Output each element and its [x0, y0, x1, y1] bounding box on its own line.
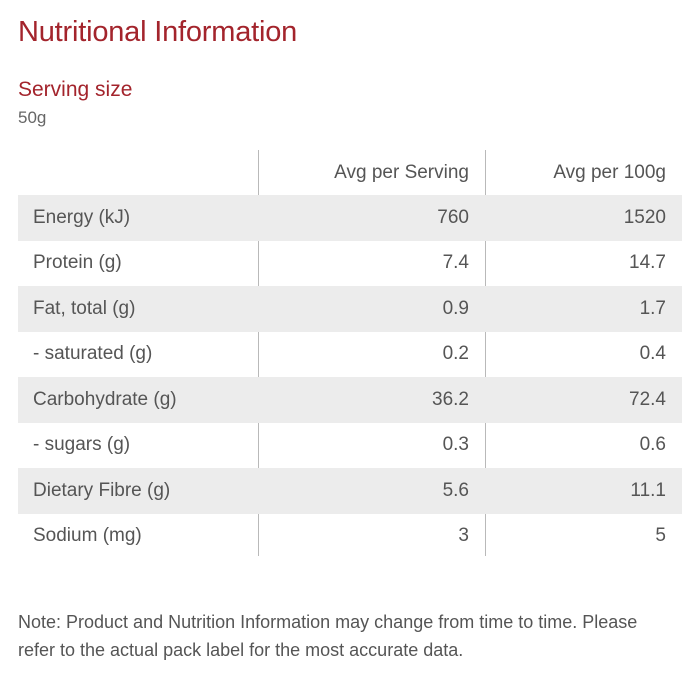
- serving-size-label: Serving size: [18, 78, 133, 101]
- nutrient-name: Fat, total (g): [33, 297, 136, 319]
- per-100g-value: 1520: [623, 206, 666, 228]
- nutrient-name: - sugars (g): [33, 434, 131, 456]
- table-row: Energy (kJ) 760 1520: [18, 195, 682, 241]
- table-row: Protein (g) 7.4 14.7: [18, 241, 682, 287]
- column-divider: [258, 150, 259, 556]
- per-100g-value: 5: [655, 525, 666, 547]
- page-title: Nutritional Information: [18, 16, 298, 48]
- per-serving-value: 0.3: [442, 434, 469, 456]
- per-serving-value: 760: [437, 206, 469, 228]
- table-header-row: Avg per Serving Avg per 100g: [18, 150, 682, 195]
- table-row: Fat, total (g) 0.9 1.7: [18, 286, 682, 332]
- serving-size-value: 50g: [18, 108, 47, 127]
- per-serving-value: 36.2: [432, 388, 469, 410]
- nutrient-name: Dietary Fibre (g): [33, 479, 171, 501]
- per-100g-value: 14.7: [629, 252, 666, 274]
- per-100g-value: 0.6: [639, 434, 666, 456]
- header-per-100g: Avg per 100g: [553, 161, 666, 183]
- column-divider: [485, 150, 486, 556]
- per-serving-value: 0.9: [442, 297, 469, 319]
- table-row: - saturated (g) 0.2 0.4: [18, 332, 682, 378]
- per-100g-value: 1.7: [639, 297, 666, 319]
- table-row: Dietary Fibre (g) 5.6 11.1: [18, 468, 682, 514]
- per-serving-value: 7.4: [442, 252, 469, 274]
- per-100g-value: 0.4: [639, 343, 666, 365]
- per-serving-value: 5.6: [442, 479, 469, 501]
- per-serving-value: 0.2: [442, 343, 469, 365]
- per-100g-value: 11.1: [630, 479, 666, 501]
- nutrient-name: Energy (kJ): [33, 206, 131, 228]
- table-row: Carbohydrate (g) 36.2 72.4: [18, 377, 682, 423]
- nutrient-name: Carbohydrate (g): [33, 388, 177, 410]
- table-row: Sodium (mg) 3 5: [18, 514, 682, 560]
- disclaimer-note: Note: Product and Nutrition Information …: [18, 612, 638, 660]
- header-per-serving: Avg per Serving: [334, 161, 469, 183]
- nutrient-name: Sodium (mg): [33, 525, 142, 547]
- table-row: - sugars (g) 0.3 0.6: [18, 423, 682, 469]
- per-serving-value: 3: [458, 525, 469, 547]
- nutrition-table: Avg per Serving Avg per 100g Energy (kJ)…: [18, 150, 682, 559]
- nutrient-name: - saturated (g): [33, 343, 153, 365]
- per-100g-value: 72.4: [629, 388, 666, 410]
- nutrient-name: Protein (g): [33, 252, 122, 274]
